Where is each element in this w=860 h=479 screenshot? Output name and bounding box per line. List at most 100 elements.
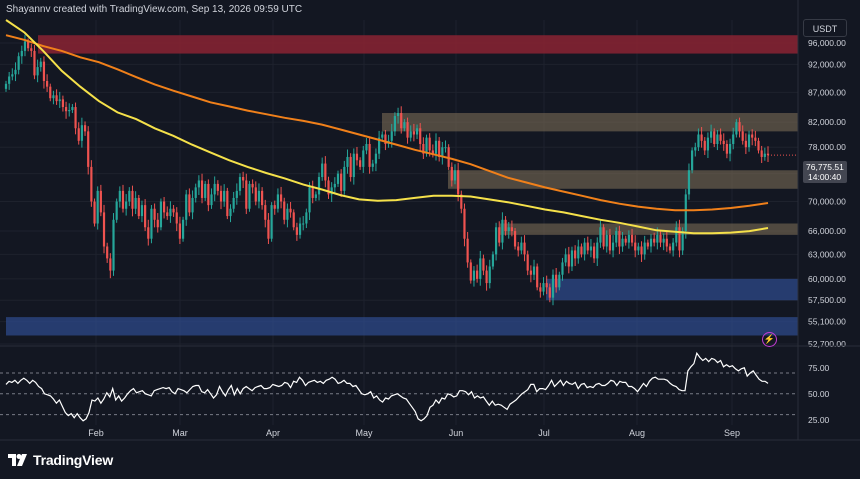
- currency-selector[interactable]: USDT: [803, 19, 847, 37]
- candle-body: [564, 254, 567, 263]
- candle-body: [400, 113, 403, 129]
- candle-body: [23, 41, 27, 51]
- price-axis[interactable]: 96,000.00 92,000.00 87,000.00 82,000.00 78,0…: [808, 38, 846, 425]
- price-tick-label: 66,000.00: [808, 226, 846, 236]
- candle: [128, 187, 131, 207]
- candle: [71, 104, 74, 114]
- candle: [637, 242, 640, 255]
- candle: [472, 266, 476, 287]
- time-axis[interactable]: Feb Mar Apr May Jun Jul Aug Sep: [88, 428, 740, 438]
- candle: [646, 239, 649, 250]
- candle-body: [283, 201, 286, 220]
- candle: [649, 234, 653, 253]
- candle-body: [463, 208, 466, 239]
- candle: [61, 95, 65, 112]
- candle: [194, 183, 197, 203]
- candle-body: [570, 250, 574, 267]
- candle: [542, 277, 545, 296]
- candle-body: [42, 61, 46, 81]
- candle: [751, 129, 754, 146]
- candle: [80, 117, 83, 148]
- candle-body: [273, 205, 276, 209]
- candle-body: [763, 153, 766, 157]
- chart-attribution: Shayannv created with TradingView.com, S…: [6, 4, 303, 15]
- candle: [403, 119, 406, 132]
- candle: [289, 202, 292, 218]
- candle: [374, 148, 378, 172]
- candle-body: [615, 231, 618, 243]
- candle: [242, 171, 245, 189]
- candle-body: [713, 131, 716, 144]
- candle: [52, 90, 55, 105]
- candle: [308, 182, 311, 220]
- candle-body: [93, 201, 96, 224]
- candle: [630, 228, 634, 247]
- candle-body: [513, 231, 517, 247]
- candle-body: [147, 227, 150, 239]
- candle-body: [235, 190, 238, 198]
- candle: [87, 126, 90, 175]
- candle-body: [308, 187, 311, 213]
- candle-body: [583, 242, 586, 255]
- candle: [238, 173, 242, 196]
- candle: [501, 212, 504, 250]
- candle-body: [517, 246, 520, 251]
- candle: [33, 44, 36, 80]
- candle: [365, 138, 368, 155]
- candle-body: [137, 197, 140, 217]
- candle: [444, 140, 447, 153]
- time-tick-label: Aug: [629, 428, 645, 438]
- candle: [311, 180, 314, 204]
- candle-body: [251, 183, 254, 188]
- zones-layer: [6, 35, 798, 336]
- candle-body: [472, 270, 476, 281]
- candle-body: [219, 190, 223, 202]
- candle-body: [653, 238, 656, 243]
- candle: [482, 254, 485, 276]
- candle: [766, 146, 770, 162]
- candle-body: [49, 86, 52, 99]
- candle: [463, 203, 466, 247]
- candle: [732, 127, 735, 150]
- candle: [460, 190, 463, 214]
- price-tick-label: 82,000.00: [808, 117, 846, 127]
- candle-body: [162, 201, 166, 213]
- candle: [362, 145, 365, 173]
- candle-body: [434, 140, 438, 154]
- candle: [684, 189, 687, 239]
- candle-body: [17, 56, 20, 70]
- candle-body: [302, 223, 305, 225]
- candle: [757, 137, 760, 154]
- candle: [235, 183, 238, 205]
- last-price-tag: 76,775.51 14:00:40: [803, 161, 847, 183]
- candle: [257, 183, 261, 209]
- candle-body: [377, 137, 381, 154]
- candle: [691, 147, 694, 174]
- price-tick-label: 87,000.00: [808, 87, 846, 97]
- candles-layer: [4, 34, 798, 306]
- candle: [270, 202, 273, 242]
- tradingview-logo[interactable]: TradingView: [8, 452, 113, 468]
- lightning-icon[interactable]: ⚡: [762, 332, 777, 347]
- candle-body: [204, 183, 207, 198]
- candle-body: [697, 134, 700, 148]
- candle-body: [539, 287, 542, 292]
- candle-body: [681, 231, 684, 251]
- candle-body: [46, 80, 49, 87]
- grid: [0, 20, 798, 425]
- candle: [169, 201, 172, 223]
- candle-body: [747, 134, 751, 148]
- candle: [494, 222, 498, 261]
- candle: [694, 142, 697, 157]
- candle-body: [415, 128, 419, 135]
- candle-body: [128, 190, 131, 202]
- candle: [624, 235, 627, 246]
- candle: [153, 203, 156, 228]
- candle: [602, 224, 605, 250]
- candle-body: [257, 190, 261, 202]
- candle: [529, 265, 532, 283]
- candle: [286, 203, 289, 228]
- candle: [513, 228, 517, 250]
- candle-body: [109, 258, 112, 271]
